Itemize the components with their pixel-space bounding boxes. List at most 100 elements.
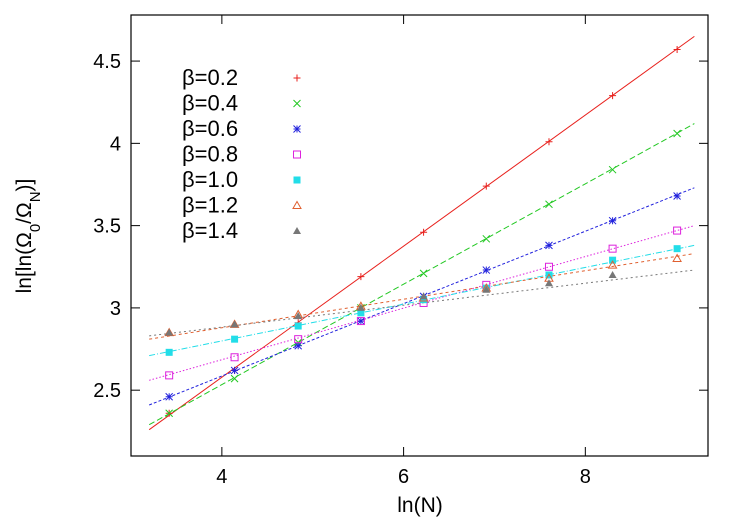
data-point [544,262,553,271]
marker-stroke [482,182,490,190]
marker-shape [230,353,239,362]
data-point [294,341,303,350]
data-point [165,348,173,356]
data-point [608,165,617,174]
y-axis-title: ln[ln(Ω0/ΩN)] [13,179,44,294]
legend-label: β=1.0 [182,167,238,192]
data-point [420,296,428,304]
marker-shape [230,320,239,328]
marker-stroke [293,99,301,108]
marker-shape [544,279,553,287]
x-tick-label: 4 [216,466,227,488]
marker-shape [165,328,174,336]
marker-stroke [357,273,365,281]
data-point [230,374,239,383]
data-point [165,371,174,380]
data-point [545,200,553,209]
marker-stroke [230,374,239,383]
marker-shape [673,226,682,235]
marker-stroke [673,46,681,54]
marker-stroke [482,266,491,274]
marker-shape [294,312,303,320]
data-point [482,182,490,190]
data-point [165,409,174,418]
data-point [165,328,174,336]
fit-line-3 [148,187,695,406]
legend-marker-2 [293,99,301,108]
plot-frame [130,14,709,457]
data-point [673,192,681,200]
marker-shape [544,262,553,271]
x-tick-label: 8 [580,466,591,488]
legend: β=0.2β=0.4β=0.6β=0.8β=1.0β=1.2β=1.4 [182,65,302,243]
marker-shape [294,322,302,330]
legend-marker-4 [293,150,301,159]
legend-entry-5: β=1.0 [182,167,301,192]
legend-label: β=0.8 [182,142,238,167]
data-point [673,226,682,235]
data-point [356,317,365,326]
marker-stroke [165,409,174,418]
marker-shape [672,253,682,263]
marker-stroke [545,241,553,250]
legend-entry-4: β=0.8 [182,142,301,167]
marker-stroke [608,165,617,174]
marker-stroke [165,392,174,401]
data-point [356,303,365,311]
data-point [673,245,681,253]
marker-stroke [420,228,428,236]
x-tick-label: 6 [398,466,409,488]
marker-stroke [545,200,553,209]
marker-stroke [482,234,491,243]
legend-marker-6 [292,200,302,209]
marker-stroke [545,138,553,146]
marker-shape [673,245,681,253]
data-point [544,279,553,287]
legend-entry-7: β=1.4 [182,218,301,243]
y-tick-label: 3.5 [93,216,121,238]
data-point [357,273,365,281]
data-point [482,234,491,243]
marker-stroke [294,341,303,350]
data-point [231,335,239,343]
data-point [608,216,617,225]
axis-ticks: 4 6 8 2.5 3 3.5 4 4.5 [93,15,708,488]
data-point [294,312,303,320]
data-point [545,138,553,146]
y-tick-label: 4.5 [93,51,121,73]
marker-shape [165,371,174,380]
marker-stroke [293,125,301,133]
marker-stroke [608,216,617,225]
marker-stroke [673,192,681,200]
data-point [608,244,617,253]
data-points [164,46,682,418]
data-point [230,366,239,375]
data-point [420,228,428,236]
data-point [230,353,239,362]
data-point [419,292,428,300]
marker-stroke [609,92,617,100]
marker-shape [420,296,428,304]
marker-stroke [673,129,681,138]
y-tick-label: 3 [110,298,121,320]
data-point [165,392,174,401]
legend-label: β=0.4 [182,91,238,116]
legend-marker-5 [293,176,301,184]
legend-label: β=0.6 [182,116,238,141]
marker-shape [419,292,428,300]
legend-marker-7 [293,227,301,234]
legend-entry-1: β=0.2 [182,65,301,90]
legend-label: β=1.4 [182,218,238,243]
legend-entry-2: β=0.4 [182,91,301,116]
data-point [357,317,365,325]
legend-label: β=1.2 [182,193,238,218]
marker-shape [482,285,491,293]
fit-line-2 [148,123,695,426]
marker-shape [357,309,365,317]
marker-shape [356,303,365,311]
data-point [294,335,303,344]
marker-stroke [293,74,301,82]
data-point [608,270,617,278]
data-point [482,285,491,293]
marker-shape [293,176,301,184]
